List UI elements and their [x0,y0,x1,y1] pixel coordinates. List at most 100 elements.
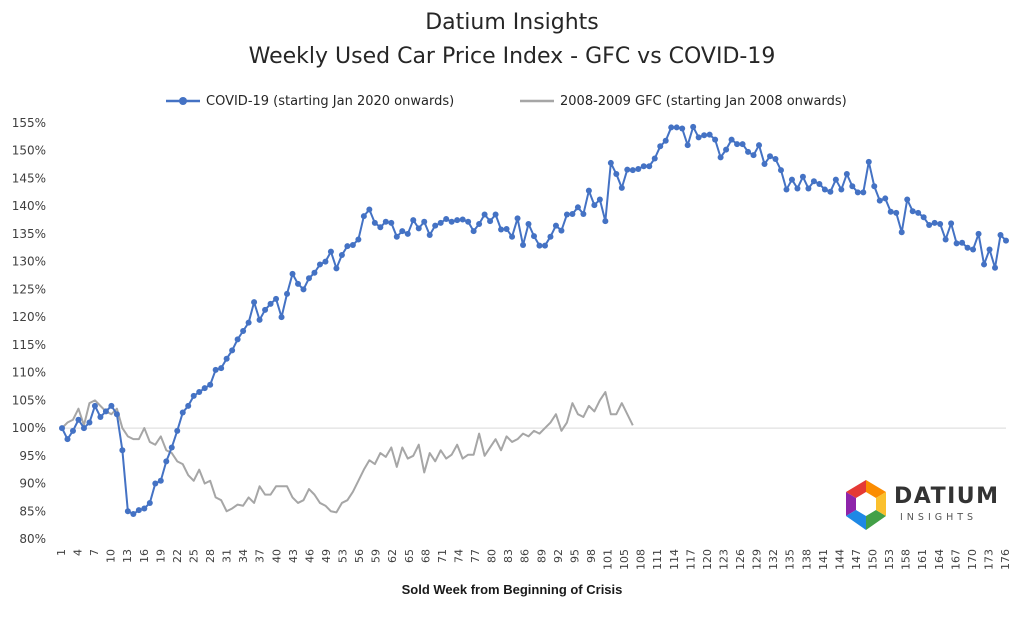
data-point-covid [86,419,93,426]
data-point-covid [344,243,351,250]
data-point-covid [426,232,433,239]
x-tick-label: 92 [552,549,565,563]
y-tick-label: 135% [12,227,46,241]
x-tick-label: 95 [568,549,581,563]
data-point-covid [695,134,702,141]
x-tick-label: 176 [999,549,1012,570]
data-point-covid [964,244,971,251]
data-point-covid [536,242,543,249]
data-point-covid [366,206,373,213]
data-point-covid [882,195,889,202]
x-tick-label: 108 [635,549,648,570]
data-point-covid [838,186,845,193]
data-point-covid [788,176,795,183]
data-point-covid [794,185,801,192]
data-point-covid [135,507,142,514]
data-point-covid [525,220,532,227]
y-tick-label: 120% [12,310,46,324]
data-point-covid [251,299,258,306]
y-tick-label: 105% [12,393,46,407]
x-tick-label: 170 [966,549,979,570]
x-tick-label: 74 [452,549,465,563]
data-point-covid [558,227,565,234]
data-point-covid [574,204,581,211]
data-point-covid [338,252,345,259]
data-point-covid [618,184,625,191]
data-point-covid [887,208,894,215]
x-tick-label: 77 [469,549,482,563]
data-point-covid [849,183,856,190]
data-point-covid [399,228,406,235]
data-point-covid [931,219,938,226]
data-point-covid [937,220,944,227]
data-point-covid [245,319,252,326]
x-tick-label: 40 [270,549,283,563]
data-point-covid [745,148,752,155]
data-point-covid [64,436,71,443]
data-point-covid [876,197,883,204]
data-point-covid [706,131,713,138]
data-point-covid [229,347,236,354]
data-point-covid [113,411,120,418]
data-point-covid [492,211,499,218]
data-point-covid [997,232,1004,239]
data-point-covid [470,228,477,235]
data-point-covid [124,508,131,515]
data-point-covid [360,213,367,220]
data-point-covid [970,246,977,253]
data-point-covid [514,215,521,222]
data-point-covid [146,499,153,506]
data-point-covid [761,161,768,168]
data-point-covid [981,261,988,268]
data-point-covid [305,275,312,282]
data-point-covid [1003,237,1009,244]
x-tick-label: 120 [701,549,714,570]
data-point-covid [355,236,362,243]
data-point-covid [668,124,675,131]
data-point-covid [679,125,686,132]
x-tick-label: 173 [982,549,995,570]
data-point-covid [799,173,806,180]
data-point-covid [953,240,960,247]
x-tick-label: 101 [602,549,615,570]
x-tick-label: 164 [933,549,946,570]
data-point-covid [531,233,537,240]
y-tick-label: 85% [19,504,46,518]
data-point-covid [393,233,400,240]
y-tick-label: 125% [12,282,46,296]
chart-subtitle: Weekly Used Car Price Index - GFC vs COV… [248,44,776,69]
data-point-covid [168,444,175,451]
data-point-covid [371,219,378,226]
data-point-covid [739,141,746,148]
x-tick-label: 19 [154,549,167,563]
data-point-covid [728,136,735,143]
legend-swatch-gfc [520,99,554,103]
legend-label-gfc: 2008-2009 GFC (starting Jan 2008 onwards… [560,93,847,109]
y-tick-label: 115% [12,338,46,352]
data-point-covid [750,152,757,159]
data-point-covid [503,225,510,232]
x-tick-label: 153 [883,549,896,570]
data-point-covid [920,214,927,221]
data-point-covid [487,218,494,225]
data-point-covid [223,355,230,362]
data-point-covid [871,183,878,190]
x-tick-label: 53 [337,549,350,563]
data-point-covid [388,219,395,226]
x-tick-label: 167 [949,549,962,570]
x-tick-label: 80 [486,549,499,563]
x-tick-label: 114 [668,549,681,570]
data-point-covid [454,217,461,224]
logo-tagline: INSIGHTS [900,512,978,523]
data-point-covid [234,336,241,343]
data-point-covid [91,402,98,409]
x-tick-label: 28 [204,549,217,563]
data-point-covid [893,209,900,216]
data-point-covid [865,158,872,165]
data-point-covid [860,189,867,196]
y-tick-label: 155% [12,116,46,130]
legend-label-covid: COVID-19 (starting Jan 2020 onwards) [206,93,455,109]
data-point-covid [212,366,219,373]
data-point-covid [805,185,812,192]
y-tick-label: 95% [19,449,46,463]
